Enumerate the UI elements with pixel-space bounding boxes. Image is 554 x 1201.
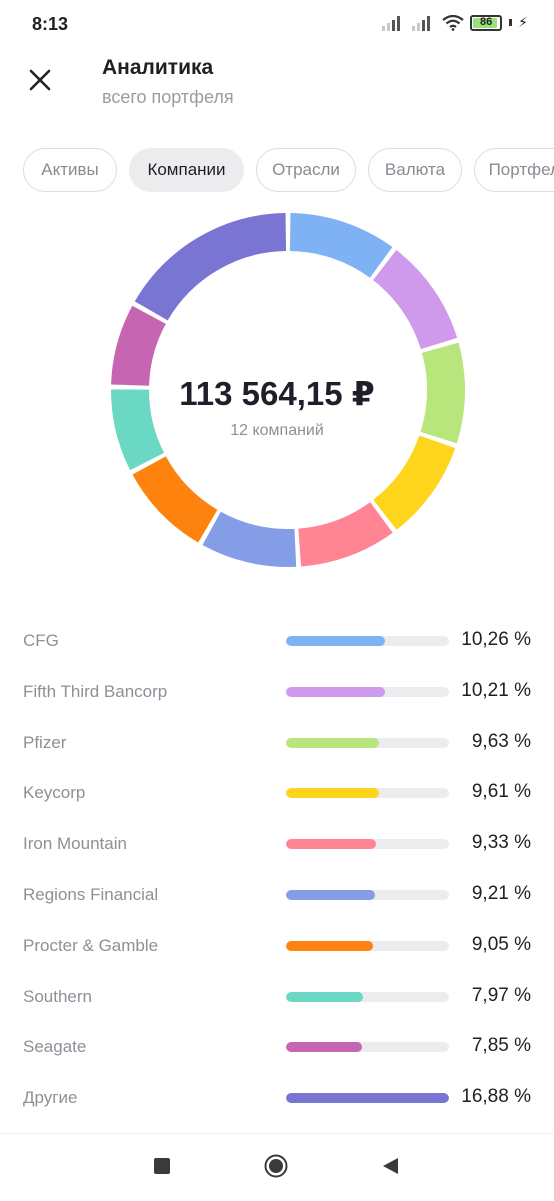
close-button[interactable]: [22, 62, 58, 98]
company-name: Southern: [23, 986, 92, 1006]
company-name: Fifth Third Bancorp: [23, 681, 168, 701]
share-bar-track: [286, 940, 449, 951]
share-bar-track: [286, 636, 449, 646]
company-row: Regions Financial 9,21 %: [0, 870, 554, 921]
company-row: Другие 16,88 %: [0, 1073, 554, 1124]
page-subtitle: всего портфеля: [102, 87, 234, 107]
company-row: Fifth Third Bancorp 10,21 %: [0, 667, 554, 718]
home-nav-icon[interactable]: [264, 1154, 288, 1178]
share-percent: 9,21 %: [471, 882, 531, 904]
share-percent: 10,21 %: [461, 679, 531, 701]
share-bar-fill: [286, 991, 363, 1002]
status-bar: 8:13 86 ⚡: [0, 0, 554, 50]
share-bar-track: [286, 686, 449, 697]
company-row: Southern 7,97 %: [0, 972, 554, 1023]
battery-icon: 86: [470, 14, 503, 31]
share-percent: 9,33 %: [471, 832, 531, 854]
share-bar-track: [286, 991, 449, 1002]
tab-companies[interactable]: Компании: [129, 148, 244, 192]
share-bar-fill: [286, 1042, 362, 1053]
system-nav-bar: [0, 1133, 554, 1201]
status-time: 8:13: [32, 14, 69, 34]
share-bar-fill: [286, 1093, 449, 1104]
signal-icon: [382, 15, 401, 31]
share-bar-fill: [286, 636, 386, 646]
donut-segment-7: [132, 455, 218, 543]
donut-segment-8: [111, 389, 165, 471]
share-bar-track: [286, 1093, 449, 1104]
tab-sectors[interactable]: Отрасли: [256, 148, 356, 192]
donut-segment-6: [202, 511, 297, 567]
share-bar-fill: [286, 686, 385, 697]
close-icon: [29, 69, 51, 91]
signal-icon-2: [412, 15, 431, 31]
share-percent: 9,05 %: [471, 933, 531, 955]
tab-currency[interactable]: Валюта: [368, 148, 462, 192]
portfolio-total: 113 564,15 ₽: [179, 375, 375, 412]
share-percent: 16,88 %: [461, 1086, 531, 1108]
donut-chart: [111, 213, 465, 567]
share-bar-fill: [286, 940, 374, 951]
share-bar-fill: [286, 889, 375, 900]
share-percent: 9,61 %: [471, 781, 531, 803]
donut-segment-1: [289, 213, 393, 279]
charging-icon: ⚡: [518, 14, 528, 30]
allocation-chart: 113 564,15 ₽ 12 компаний: [0, 200, 554, 600]
battery-level: 86: [480, 15, 493, 28]
share-percent: 10,26 %: [461, 629, 531, 650]
share-bar-track: [286, 1042, 449, 1053]
share-percent: 9,63 %: [471, 730, 531, 752]
share-bar-fill: [286, 788, 379, 799]
share-percent: 7,97 %: [471, 984, 531, 1006]
company-name: Другие: [23, 1088, 78, 1108]
status-icons: 86 ⚡: [382, 14, 528, 31]
donut-segment-5: [297, 501, 393, 567]
category-tabs: Активы Компании Отрасли Валюта Портфели: [0, 148, 554, 194]
share-bar-fill: [286, 839, 377, 850]
donut-segment-4: [372, 435, 456, 530]
company-name: Seagate: [23, 1037, 87, 1057]
donut-segment-3: [420, 342, 465, 444]
company-name: Keycorp: [23, 783, 86, 803]
tab-assets[interactable]: Активы: [23, 148, 117, 192]
company-row: Procter & Gamble 9,05 %: [0, 921, 554, 972]
page-title: Аналитика: [102, 56, 214, 79]
share-bar-track: [286, 737, 449, 748]
company-name: Procter & Gamble: [23, 935, 159, 955]
share-bar-fill: [286, 737, 379, 748]
share-bar-track: [286, 839, 449, 850]
company-name: CFG: [23, 631, 59, 650]
tab-portfolios[interactable]: Портфели: [474, 148, 554, 192]
donut-segment-10: [134, 213, 287, 321]
share-bar-track: [286, 788, 449, 799]
company-name: Iron Mountain: [23, 834, 127, 854]
company-row: Iron Mountain 9,33 %: [0, 819, 554, 870]
company-name: Regions Financial: [23, 884, 159, 904]
company-row: CFG 10,26 %: [0, 616, 554, 667]
company-row: Keycorp 9,61 %: [0, 768, 554, 819]
back-nav-icon[interactable]: [380, 1156, 400, 1176]
share-percent: 7,85 %: [471, 1035, 531, 1057]
company-count: 12 компаний: [230, 422, 324, 439]
allocation-list: CFG 10,26 % Fifth Third Bancorp 10,21 % Pfiz…: [0, 616, 554, 1124]
square-nav-icon[interactable]: [154, 1158, 170, 1174]
donut-segment-2: [372, 250, 458, 350]
company-name: Pfizer: [23, 732, 67, 752]
wifi-icon: [442, 14, 464, 31]
company-row: Pfizer 9,63 %: [0, 718, 554, 769]
battery-cap: [509, 19, 513, 26]
donut-segment-9: [111, 305, 166, 387]
share-bar-track: [286, 889, 449, 900]
company-row: Seagate 7,85 %: [0, 1022, 554, 1073]
